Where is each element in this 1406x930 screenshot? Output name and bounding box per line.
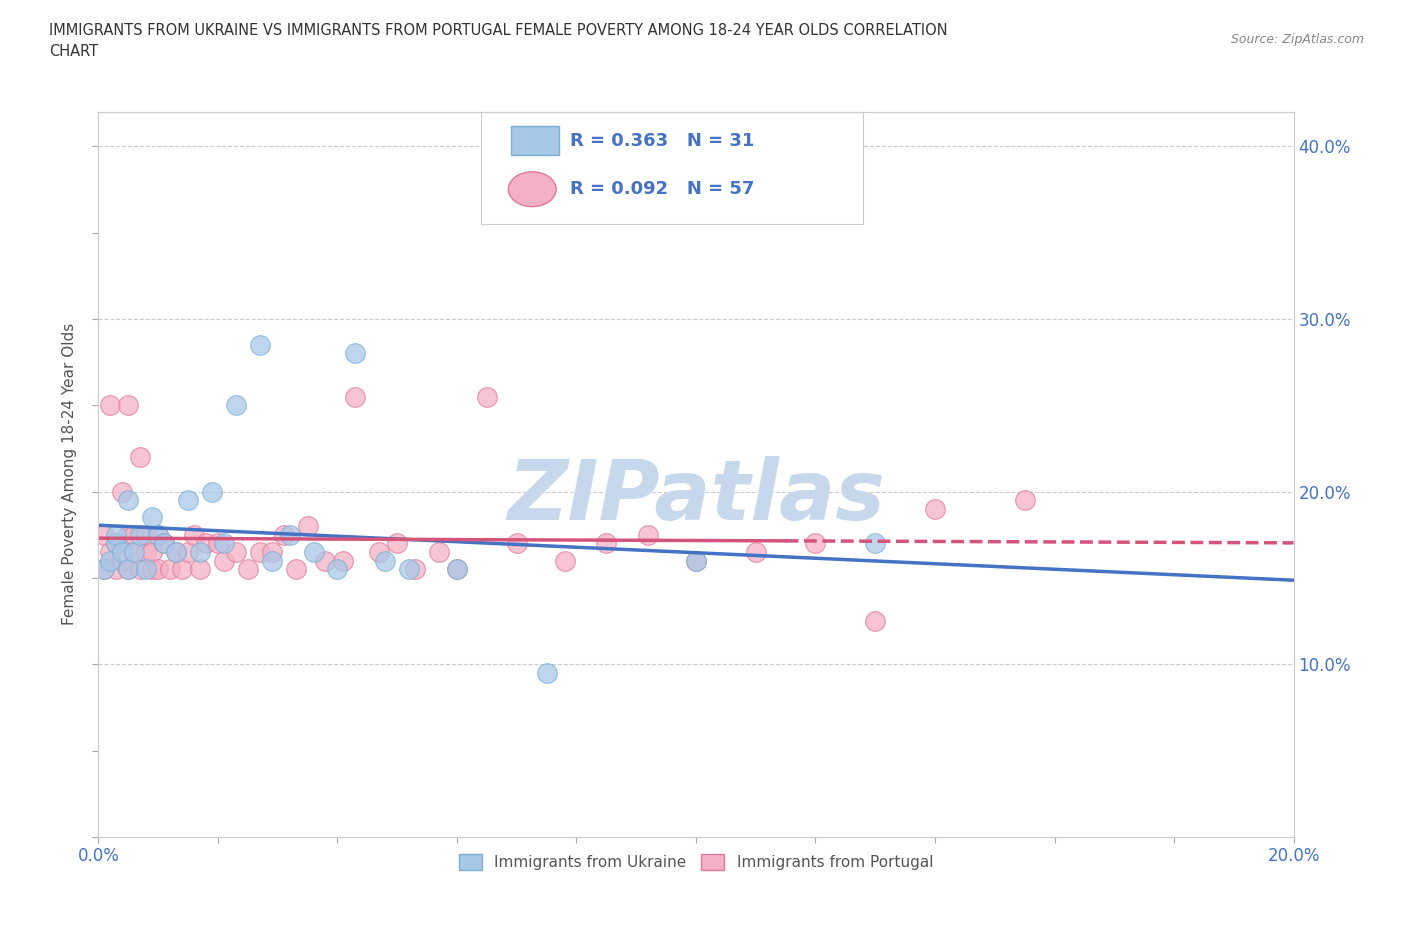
Point bbox=[135, 527, 157, 542]
Ellipse shape bbox=[509, 172, 557, 206]
Text: Source: ZipAtlas.com: Source: ZipAtlas.com bbox=[1230, 33, 1364, 46]
Point bbox=[129, 562, 152, 577]
Point bbox=[111, 553, 134, 568]
Point bbox=[865, 536, 887, 551]
Point bbox=[315, 553, 337, 568]
Point bbox=[93, 562, 115, 577]
Point bbox=[404, 562, 426, 577]
Point bbox=[225, 398, 247, 413]
Point bbox=[685, 553, 707, 568]
Point bbox=[637, 527, 659, 542]
Point bbox=[804, 536, 827, 551]
Point bbox=[284, 562, 307, 577]
Point bbox=[1014, 493, 1036, 508]
Point bbox=[165, 545, 187, 560]
Point bbox=[201, 485, 224, 499]
Point bbox=[207, 536, 229, 551]
Y-axis label: Female Poverty Among 18-24 Year Olds: Female Poverty Among 18-24 Year Olds bbox=[62, 324, 77, 626]
Point bbox=[98, 553, 122, 568]
Point bbox=[159, 562, 181, 577]
Point bbox=[183, 527, 205, 542]
Point bbox=[273, 527, 295, 542]
Point bbox=[141, 562, 163, 577]
Point bbox=[153, 536, 176, 551]
Point bbox=[141, 545, 163, 560]
Point bbox=[111, 485, 134, 499]
Point bbox=[105, 536, 128, 551]
Point bbox=[924, 501, 946, 516]
Point bbox=[117, 562, 139, 577]
FancyBboxPatch shape bbox=[481, 112, 863, 224]
Point bbox=[446, 562, 468, 577]
Point bbox=[148, 527, 170, 542]
Point bbox=[188, 545, 211, 560]
Point bbox=[124, 527, 146, 542]
Point bbox=[236, 562, 259, 577]
Point bbox=[225, 545, 247, 560]
Point bbox=[165, 545, 187, 560]
Point bbox=[135, 545, 157, 560]
Point bbox=[129, 527, 152, 542]
Point bbox=[278, 527, 301, 542]
Point bbox=[124, 545, 146, 560]
Point bbox=[249, 338, 271, 352]
Text: ZIPatlas: ZIPatlas bbox=[508, 456, 884, 537]
Point bbox=[249, 545, 271, 560]
Point bbox=[302, 545, 325, 560]
Point bbox=[93, 562, 115, 577]
Point bbox=[153, 536, 176, 551]
FancyBboxPatch shape bbox=[510, 126, 558, 155]
Point bbox=[105, 527, 128, 542]
Point bbox=[595, 536, 617, 551]
Point bbox=[111, 545, 134, 560]
Point bbox=[172, 562, 194, 577]
Point bbox=[685, 553, 707, 568]
Text: IMMIGRANTS FROM UKRAINE VS IMMIGRANTS FROM PORTUGAL FEMALE POVERTY AMONG 18-24 Y: IMMIGRANTS FROM UKRAINE VS IMMIGRANTS FR… bbox=[49, 23, 948, 38]
Point bbox=[141, 510, 163, 525]
Point bbox=[385, 536, 409, 551]
Point bbox=[98, 398, 122, 413]
Text: R = 0.092   N = 57: R = 0.092 N = 57 bbox=[571, 180, 755, 198]
Legend: Immigrants from Ukraine, Immigrants from Portugal: Immigrants from Ukraine, Immigrants from… bbox=[453, 848, 939, 876]
Point bbox=[865, 614, 887, 629]
Point bbox=[177, 545, 200, 560]
Point bbox=[475, 389, 498, 404]
Point bbox=[148, 562, 170, 577]
Point bbox=[326, 562, 349, 577]
Point bbox=[129, 449, 152, 464]
Point bbox=[344, 346, 367, 361]
Point bbox=[427, 545, 450, 560]
Point bbox=[117, 398, 139, 413]
Point bbox=[536, 666, 558, 681]
Point bbox=[368, 545, 391, 560]
Point bbox=[117, 493, 139, 508]
Point bbox=[105, 562, 128, 577]
Point bbox=[98, 545, 122, 560]
Point bbox=[117, 562, 139, 577]
Point bbox=[195, 536, 218, 551]
Point bbox=[148, 527, 170, 542]
Point bbox=[124, 545, 146, 560]
Text: CHART: CHART bbox=[49, 44, 98, 59]
Point bbox=[177, 493, 200, 508]
Point bbox=[105, 536, 128, 551]
Point bbox=[135, 562, 157, 577]
Point bbox=[446, 562, 468, 577]
Point bbox=[260, 545, 283, 560]
Point bbox=[506, 536, 529, 551]
Point bbox=[398, 562, 420, 577]
Point bbox=[188, 562, 211, 577]
Point bbox=[260, 553, 283, 568]
Point bbox=[745, 545, 768, 560]
Point bbox=[332, 553, 354, 568]
Point bbox=[344, 389, 367, 404]
Text: R = 0.363   N = 31: R = 0.363 N = 31 bbox=[571, 132, 755, 150]
Point bbox=[212, 536, 235, 551]
Point bbox=[212, 553, 235, 568]
Point bbox=[297, 519, 319, 534]
Point bbox=[374, 553, 396, 568]
Point bbox=[93, 527, 115, 542]
Point bbox=[554, 553, 576, 568]
Point bbox=[117, 527, 139, 542]
